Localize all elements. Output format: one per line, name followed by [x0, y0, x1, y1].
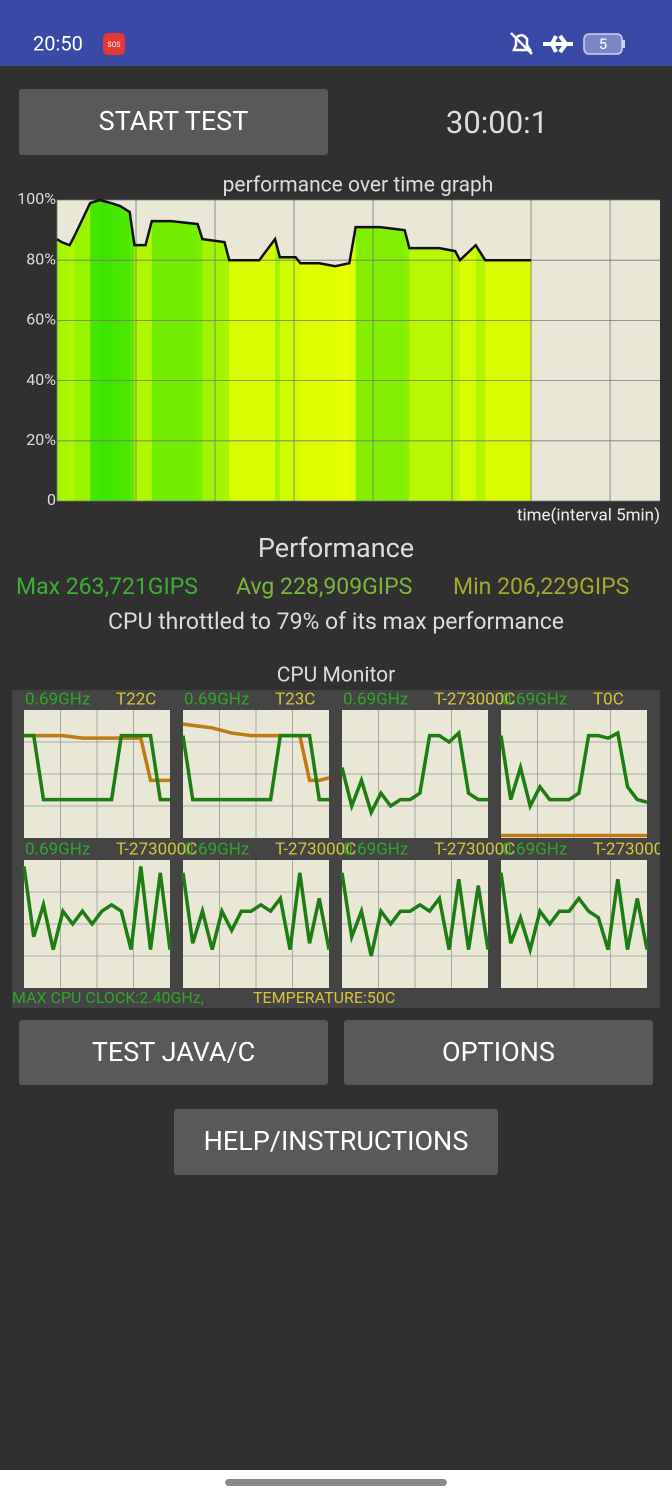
frequency-line [340, 729, 488, 818]
y-tick-label: 60% [26, 310, 56, 329]
area-band [319, 200, 336, 501]
area-band [404, 200, 410, 501]
core-freq: 0.69GHz [184, 839, 249, 859]
help-label[interactable]: HELP/INSTRUCTIONS [204, 1125, 469, 1157]
core-temp: T0C [593, 689, 624, 709]
y-tick-label: 40% [26, 370, 56, 389]
core-freq: 0.69GHz [25, 689, 90, 709]
area-band [224, 200, 230, 501]
area-band [409, 200, 440, 501]
frequency-line [340, 872, 490, 957]
temperature: TEMPERATURE:50C [253, 988, 395, 1007]
core-temp: T22C [116, 689, 156, 709]
area-band [459, 200, 477, 501]
frequency-line [499, 872, 649, 957]
area-band [145, 200, 153, 501]
help-button[interactable] [174, 1109, 498, 1175]
area-band [129, 200, 135, 501]
area-band [300, 200, 320, 501]
sos-badge [103, 33, 125, 55]
frequency-line [181, 872, 331, 951]
area-band [69, 200, 75, 501]
status-time: 20:50 [33, 31, 83, 55]
max-cpu-clock: MAX CPU CLOCK:2.40GHz, [12, 988, 204, 1007]
avg-gips: Avg 228,909GIPS [236, 573, 412, 600]
area-band [275, 200, 281, 501]
frequency-line [22, 866, 172, 951]
test-java-c-label[interactable]: TEST JAVA/C [92, 1036, 255, 1068]
core-freq: 0.69GHz [343, 689, 408, 709]
temperature-line [182, 722, 330, 783]
performance-line [56, 198, 532, 268]
area-band [259, 200, 276, 501]
battery-level: 5 [599, 35, 607, 53]
timer: 30:00:1 [446, 104, 548, 141]
core-temp: T23C [275, 689, 315, 709]
area-band [110, 200, 121, 501]
airplane-icon [543, 34, 573, 54]
frequency-line [24, 733, 170, 802]
area-band [170, 200, 199, 501]
start-test-label[interactable]: START TEST [99, 105, 249, 137]
core-freq: 0.69GHz [502, 839, 567, 859]
core-freq: 0.69GHz [343, 839, 408, 859]
options-button[interactable] [344, 1020, 653, 1085]
cpu-monitor-title: CPU Monitor [277, 664, 396, 688]
area-band [202, 200, 225, 501]
area-band [279, 200, 297, 501]
area-band [349, 200, 357, 501]
area-band [134, 200, 146, 501]
max-gips: Max 263,721GIPS [16, 573, 198, 600]
y-tick-label: 100% [17, 189, 56, 208]
core-freq: 0.69GHz [502, 689, 567, 709]
options-label[interactable]: OPTIONS [442, 1036, 555, 1068]
area-band [379, 200, 406, 501]
battery-tip [622, 40, 625, 48]
core-freq: 0.69GHz [25, 839, 90, 859]
home-indicator[interactable] [225, 1479, 447, 1486]
mute-icon [510, 32, 533, 55]
core-temp: T-273000C [593, 839, 672, 859]
area-band [197, 200, 203, 501]
core-temp: T-273000C [116, 839, 197, 859]
y-tick-label: 20% [26, 430, 56, 449]
min-gips: Min 206,229GIPS [453, 573, 629, 600]
graph: 0 20% 40% 60% 80% 100% [17, 189, 660, 509]
frequency-line [499, 730, 648, 811]
area-band [74, 200, 91, 501]
core-freq: 0.69GHz [184, 689, 249, 709]
test-java-c-button[interactable] [19, 1020, 328, 1085]
start-test-button[interactable] [19, 89, 328, 155]
y-tick-label: 0 [47, 490, 56, 509]
area-band [439, 200, 456, 501]
area-band [120, 200, 131, 501]
y-tick-label: 80% [26, 249, 56, 268]
throttle-summary: CPU throttled to 79% of its max performa… [108, 608, 564, 635]
core-temp: T-273000C [275, 839, 356, 859]
area-band [455, 200, 461, 501]
frequency-line [181, 733, 329, 802]
sos-label: SOS [107, 41, 120, 49]
area-band [90, 200, 101, 501]
temperature-line [24, 733, 170, 783]
area-band [61, 200, 71, 501]
core-temp: T-273000C [434, 839, 515, 859]
area-band [335, 200, 350, 501]
area-band [475, 200, 486, 501]
area-band [57, 200, 63, 501]
status-bar [0, 0, 672, 66]
area-band [295, 200, 301, 501]
x-axis-label: time(interval 5min) [517, 505, 660, 525]
graph-title: performance over time graph [223, 174, 494, 198]
core-temp: T-273000C [434, 689, 515, 709]
area-band [355, 200, 380, 501]
area-band [151, 200, 172, 501]
area-band [99, 200, 112, 501]
performance-heading: Performance [258, 532, 414, 564]
